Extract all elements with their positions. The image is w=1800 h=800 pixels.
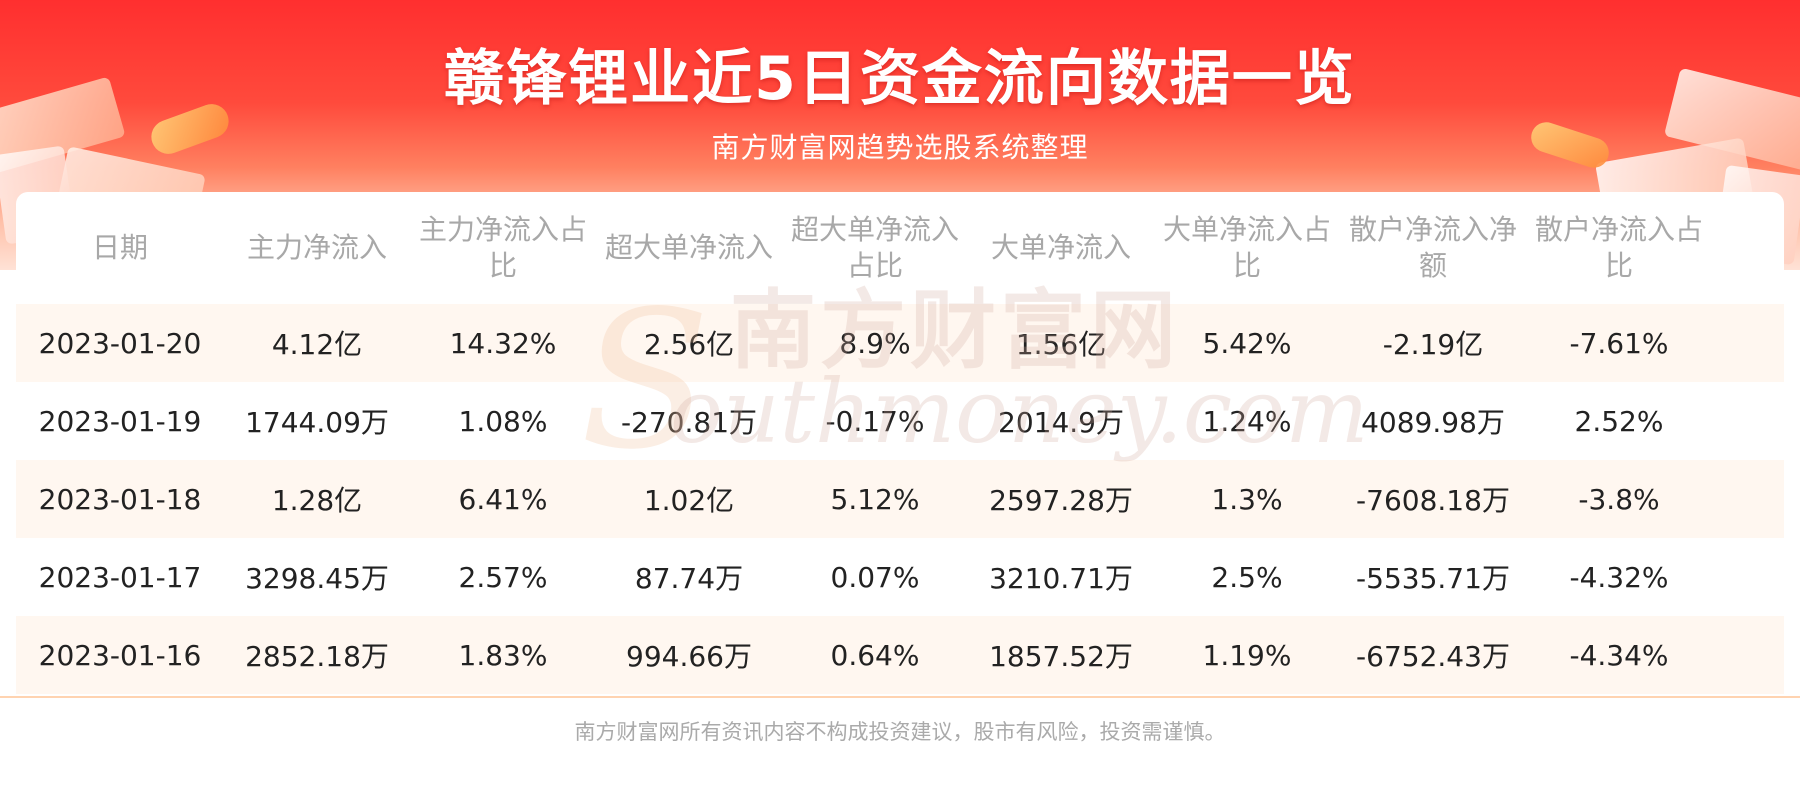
table-header-row: 日期 主力净流入 主力净流入占比 超大单净流入 超大单净流入占比 大单净流入 大单净流入占比… xyxy=(16,192,1784,304)
table-row: 2023-01-18 1.28亿 6.41% 1.02亿 5.12% 2597.28万 1.… xyxy=(16,460,1784,538)
footer-divider xyxy=(0,696,1800,698)
table-row: 2023-01-19 1744.09万 1.08% -270.81万 -0.17% 201… xyxy=(16,382,1784,460)
table-row: 2023-01-17 3298.45万 2.57% 87.74万 0.07% 3210.7… xyxy=(16,538,1784,616)
table-cell: 1.02亿 xyxy=(643,484,735,517)
fund-flow-table: 日期 主力净流入 主力净流入占比 超大单净流入 超大单净流入占比 大单净流入 大单净流入占比… xyxy=(16,192,1784,694)
table-cell: 1857.52万 xyxy=(989,640,1133,673)
disclaimer-text: 南方财富网所有资讯内容不构成投资建议，股市有风险，投资需谨慎。 xyxy=(574,720,1226,744)
table-cell: 3298.45万 xyxy=(245,562,389,595)
table-cell: 87.74万 xyxy=(634,562,744,595)
table-row: 2023-01-16 2852.18万 1.83% 994.66万 0.64% 1857.… xyxy=(16,616,1784,694)
table-cell: 0.64% xyxy=(830,638,920,672)
table-cell: -3.8% xyxy=(1578,482,1660,516)
table-cell: -0.17% xyxy=(825,404,925,438)
table-cell: 1.08% xyxy=(458,404,548,438)
table-cell: 994.66万 xyxy=(626,640,752,673)
table-cell: 2.52% xyxy=(1574,404,1664,438)
table-cell: 1.83% xyxy=(458,638,548,672)
table-row: 2023-01-20 4.12亿 14.32% 2.56亿 8.9% 1.56亿 5.42%… xyxy=(16,304,1784,382)
column-header: 主力净流入 xyxy=(246,231,387,264)
table-cell: -4.32% xyxy=(1569,560,1669,594)
table-body: 2023-01-20 4.12亿 14.32% 2.56亿 8.9% 1.56亿 5.42%… xyxy=(16,304,1784,694)
page-title: 赣锋锂业近5日资金流向数据一览 xyxy=(444,44,1356,114)
table-cell: 2597.28万 xyxy=(989,484,1133,517)
table-cell: 1.28亿 xyxy=(271,484,363,517)
table-cell: -7608.18万 xyxy=(1356,484,1510,517)
table-cell: -4.34% xyxy=(1569,638,1669,672)
table-cell: 1.24% xyxy=(1202,404,1292,438)
column-header: 散户净流入占比 xyxy=(1534,213,1703,282)
table-card: 日期 主力净流入 主力净流入占比 超大单净流入 超大单净流入占比 大单净流入 大单净流入占比… xyxy=(16,192,1784,696)
table-cell: 2.56亿 xyxy=(643,328,735,361)
column-header: 超大单净流入 xyxy=(604,231,773,264)
table-cell: 2.5% xyxy=(1211,560,1283,594)
table-cell: 4089.98万 xyxy=(1361,406,1505,439)
table-cell: 14.32% xyxy=(449,326,557,360)
column-header: 大单净流入 xyxy=(990,231,1131,264)
column-header: 日期 xyxy=(91,231,148,264)
table-cell: -6752.43万 xyxy=(1356,640,1510,673)
table-cell: -270.81万 xyxy=(620,406,758,439)
table-cell: 2023-01-20 xyxy=(38,326,202,360)
table-cell: -2.19亿 xyxy=(1382,328,1484,361)
table-cell: 1.19% xyxy=(1202,638,1292,672)
table-cell: 1.3% xyxy=(1211,482,1283,516)
column-header: 超大单净流入占比 xyxy=(790,213,959,282)
table-cell: 5.12% xyxy=(830,482,920,516)
table-cell: 4.12亿 xyxy=(271,328,363,361)
page-subtitle: 南方财富网趋势选股系统整理 xyxy=(711,131,1089,164)
table-cell: 1744.09万 xyxy=(245,406,389,439)
table-cell: 6.41% xyxy=(458,482,548,516)
column-header: 主力净流入占比 xyxy=(418,213,587,282)
table-cell: 2.57% xyxy=(458,560,548,594)
table-cell: 5.42% xyxy=(1202,326,1292,360)
table-cell: 2023-01-19 xyxy=(38,404,202,438)
table-cell: 0.07% xyxy=(830,560,920,594)
table-cell: -7.61% xyxy=(1569,326,1669,360)
table-cell: 2023-01-17 xyxy=(38,560,202,594)
table-cell: 2023-01-16 xyxy=(38,638,202,672)
table-cell: 8.9% xyxy=(839,326,911,360)
table-cell: -5535.71万 xyxy=(1356,562,1510,595)
table-cell: 3210.71万 xyxy=(989,562,1133,595)
table-cell: 2023-01-18 xyxy=(38,482,202,516)
column-header: 大单净流入占比 xyxy=(1162,213,1331,282)
table-cell: 2014.9万 xyxy=(998,406,1124,439)
table-cell: 1.56亿 xyxy=(1015,328,1107,361)
table-cell: 2852.18万 xyxy=(245,640,389,673)
column-header: 散户净流入净额 xyxy=(1348,213,1517,282)
